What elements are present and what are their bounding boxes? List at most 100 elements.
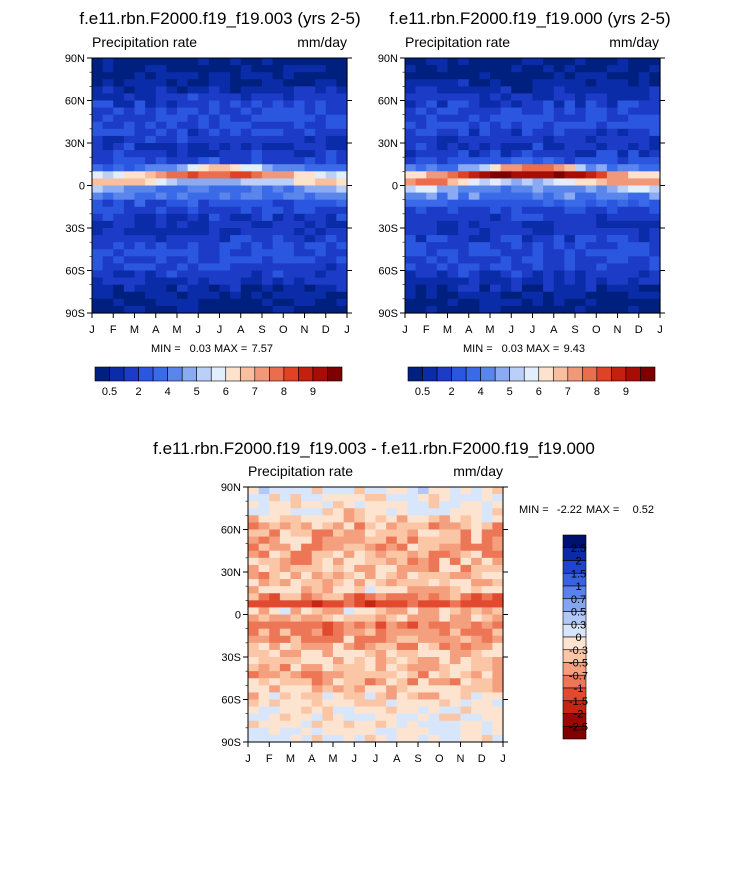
field-cell bbox=[585, 164, 597, 172]
field-cell bbox=[447, 242, 459, 250]
field-cell bbox=[262, 192, 274, 201]
field-cell bbox=[279, 635, 292, 644]
field-cell bbox=[123, 220, 136, 229]
field-cell bbox=[436, 128, 449, 137]
field-cell bbox=[606, 86, 619, 95]
field-cell bbox=[490, 107, 502, 116]
field-cell bbox=[500, 150, 512, 158]
field-cell bbox=[315, 220, 327, 229]
field-cell bbox=[638, 305, 650, 314]
field-cell bbox=[439, 720, 451, 729]
field-cell bbox=[511, 114, 523, 123]
field-cell bbox=[311, 727, 323, 736]
field-cell bbox=[490, 79, 502, 87]
x-tick-label: O bbox=[592, 324, 601, 336]
colorbar-box bbox=[451, 366, 467, 382]
field-cell bbox=[575, 114, 587, 123]
field-cell bbox=[279, 692, 292, 701]
field-cell bbox=[511, 199, 523, 208]
colorbar-label: -0.7 bbox=[569, 670, 588, 682]
field-cell bbox=[405, 235, 417, 243]
field-cell bbox=[426, 128, 438, 137]
field-cell bbox=[468, 206, 480, 215]
field-cell bbox=[564, 277, 576, 286]
field-cell bbox=[364, 487, 377, 495]
field-cell bbox=[248, 586, 260, 594]
field-cell bbox=[490, 135, 502, 144]
field-cell bbox=[617, 291, 629, 300]
field-cell bbox=[375, 522, 387, 531]
field-cell bbox=[396, 515, 408, 524]
field-cell bbox=[92, 235, 104, 243]
field-cell bbox=[123, 305, 136, 314]
field-cell bbox=[155, 135, 167, 144]
field-cell bbox=[304, 107, 316, 116]
field-cell bbox=[447, 121, 459, 130]
field-cell bbox=[134, 206, 146, 215]
field-cell bbox=[460, 642, 472, 651]
field-cell bbox=[596, 228, 608, 236]
field-cell bbox=[343, 614, 355, 623]
field-cell bbox=[198, 121, 210, 130]
field-cell bbox=[251, 305, 263, 314]
field-cell bbox=[333, 727, 345, 736]
x-tick-label: N bbox=[614, 324, 622, 336]
field-cell bbox=[439, 734, 451, 743]
field-cell bbox=[596, 284, 608, 293]
field-cell bbox=[279, 550, 292, 559]
max-text: MAX = bbox=[526, 343, 559, 355]
field-cell bbox=[145, 263, 157, 272]
field-cell bbox=[304, 263, 316, 272]
field-cell bbox=[479, 298, 491, 307]
field-cell bbox=[333, 529, 345, 538]
field-cell bbox=[336, 72, 348, 80]
field-cell bbox=[418, 671, 430, 679]
field-cell bbox=[248, 678, 260, 686]
field-cell bbox=[262, 72, 274, 80]
field-cell bbox=[325, 65, 337, 73]
field-cell bbox=[315, 284, 327, 293]
field-cell bbox=[596, 150, 608, 158]
field-cell bbox=[262, 277, 274, 286]
field-cell bbox=[269, 508, 281, 516]
field-cell bbox=[325, 256, 337, 265]
field-cell bbox=[460, 515, 472, 524]
field-cell bbox=[134, 93, 146, 102]
field-cell bbox=[532, 220, 544, 229]
field-cell bbox=[575, 291, 587, 300]
field-cell bbox=[532, 206, 544, 215]
field-cell bbox=[343, 720, 355, 729]
field-cell bbox=[471, 699, 483, 708]
field-cell bbox=[447, 298, 459, 307]
field-cell bbox=[575, 121, 587, 130]
field-cell bbox=[543, 256, 555, 265]
field-cell bbox=[460, 720, 472, 729]
field-cell bbox=[490, 164, 502, 172]
field-cell bbox=[575, 171, 587, 180]
field-cell bbox=[500, 65, 512, 73]
field-cell bbox=[92, 93, 104, 102]
field-cell bbox=[311, 572, 323, 580]
field-cell bbox=[458, 305, 470, 314]
field-cell bbox=[166, 171, 178, 180]
colorbar-box bbox=[327, 366, 343, 382]
field-cell bbox=[279, 543, 292, 552]
field-cell bbox=[333, 572, 345, 580]
field-cell bbox=[315, 305, 327, 314]
field-cell bbox=[468, 150, 480, 158]
field-cell bbox=[386, 671, 398, 679]
field-cell bbox=[92, 58, 104, 66]
field-cell bbox=[553, 235, 565, 243]
field-cell bbox=[177, 206, 189, 215]
field-cell bbox=[134, 135, 146, 144]
field-cell bbox=[532, 291, 544, 300]
field-cell bbox=[447, 199, 459, 208]
field-cell bbox=[543, 206, 555, 215]
field-cell bbox=[606, 228, 619, 236]
field-cell bbox=[166, 58, 178, 66]
field-cell bbox=[240, 242, 252, 250]
field-cell bbox=[177, 249, 189, 257]
field-cell bbox=[500, 121, 512, 130]
field-cell bbox=[468, 220, 480, 229]
field-cell bbox=[386, 579, 398, 587]
